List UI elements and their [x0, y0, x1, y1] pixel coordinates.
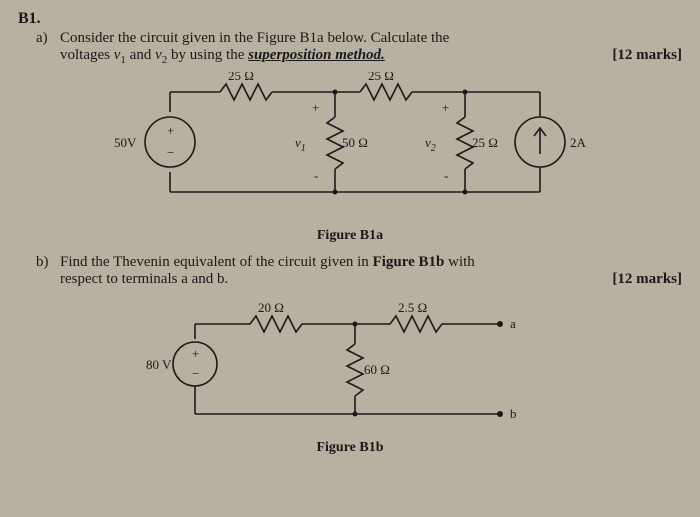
r2-label: 2.5 Ω [398, 300, 427, 315]
part-b-line1: Find the Thevenin equivalent of the circ… [60, 254, 682, 271]
r-v2: 25 Ω [472, 135, 498, 150]
part-b-figref: Figure B1b [373, 254, 445, 270]
part-a-marks: [12 marks] [612, 47, 682, 66]
part-a-text2b: by using the [167, 47, 248, 63]
v2-sym: v [155, 47, 162, 63]
vsrcb-minus: − [192, 366, 199, 381]
r-top2: 25 Ω [368, 72, 394, 83]
part-b-line2: respect to terminals a and b. [12 marks] [60, 271, 682, 288]
part-b-text1: Find the Thevenin equivalent of the circ… [60, 254, 373, 270]
vsrc-label: 50V [114, 135, 137, 150]
part-a-text1: Consider the circuit given in the Figure… [60, 30, 449, 46]
figure-b1b-caption: Figure B1b [18, 440, 682, 456]
method-text: superposition method. [248, 47, 385, 63]
v1-lab: v1 [295, 135, 306, 154]
vsrcb-plus: + [192, 346, 199, 361]
figure-b1a-caption: Figure B1a [18, 228, 682, 244]
part-a-text2a: voltages [60, 47, 114, 63]
vsrcb-label: 80 V [146, 357, 172, 372]
isrc-label: 2A [570, 135, 587, 150]
term-b: b [510, 406, 517, 421]
part-a-label: a) [36, 30, 60, 66]
r-top1: 25 Ω [228, 72, 254, 83]
part-a-line2: voltages v1 and v2 by using the superpos… [60, 47, 682, 66]
r3-label: 60 Ω [364, 362, 390, 377]
figure-b1b: + − 80 V 20 Ω 2.5 Ω a 60 Ω b [18, 294, 682, 434]
part-a-line1: Consider the circuit given in the Figure… [60, 30, 682, 47]
and-text: and [126, 47, 155, 63]
part-b-label: b) [36, 254, 60, 288]
term-a: a [510, 316, 516, 331]
part-b-text2: respect to terminals a and b. [60, 271, 228, 288]
v2-lab: v2 [425, 135, 436, 154]
v2-plus: + [442, 100, 449, 115]
figure-b1a: + − 50V + - v1 50 Ω + - v2 25 Ω 2A 25 Ω … [18, 72, 682, 222]
vsrc-minus: − [167, 145, 174, 160]
question-number: B1. [18, 10, 682, 28]
v1-plus: + [312, 100, 319, 115]
part-b-text1b: with [444, 254, 474, 270]
r1-label: 20 Ω [258, 300, 284, 315]
r-v1: 50 Ω [342, 135, 368, 150]
v1-minus: - [314, 168, 318, 183]
vsrc-plus: + [167, 123, 174, 138]
v2-minus: - [444, 168, 448, 183]
part-b-marks: [12 marks] [612, 271, 682, 288]
